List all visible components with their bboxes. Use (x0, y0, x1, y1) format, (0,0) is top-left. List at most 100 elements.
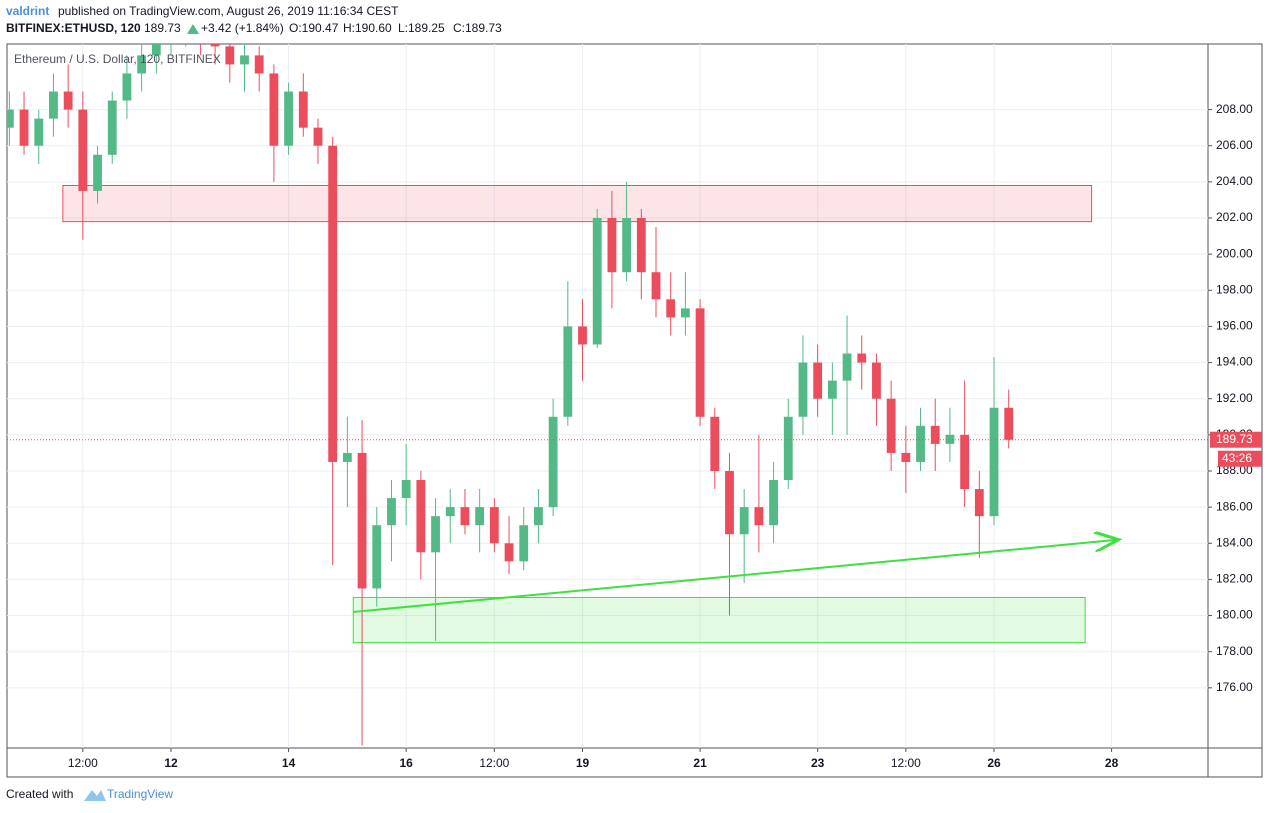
candle-body (387, 498, 396, 526)
up-arrow (187, 24, 199, 34)
y-tick-label: 186.00 (1216, 499, 1253, 513)
candle-body (63, 91, 73, 110)
candle-body (357, 452, 367, 589)
publisher[interactable]: valdrint (6, 4, 49, 18)
candle-body (431, 516, 440, 553)
y-tick-label: 176.00 (1216, 680, 1253, 694)
candle-body (137, 55, 147, 74)
candle-body (122, 73, 132, 101)
price-label-box (1210, 431, 1262, 448)
candle-body (504, 543, 514, 562)
logo[interactable] (84, 790, 106, 801)
candle-body (445, 507, 455, 517)
x-tick-label: 12:00 (479, 756, 509, 770)
resistance-zone (62, 184, 1093, 223)
candle-body (827, 380, 837, 399)
candle-body (284, 91, 293, 146)
candle-body (460, 507, 470, 526)
candle-body (960, 434, 970, 490)
x-tick-label: 21 (693, 756, 707, 770)
low: L:189.25 (398, 21, 445, 35)
candle-body (313, 127, 323, 146)
x-tick-label: 28 (1105, 756, 1119, 770)
candle-body (181, 19, 190, 28)
x-tick-label: 19 (576, 756, 590, 770)
candle-body (974, 489, 984, 517)
candle-body (769, 480, 778, 526)
candle-body (930, 425, 940, 444)
candle-body (489, 507, 499, 544)
x-tick-label: 14 (282, 756, 296, 770)
y-tick-label: 206.00 (1216, 138, 1253, 152)
y-tick-label: 182.00 (1216, 572, 1253, 586)
candle-body (298, 91, 308, 128)
candle-body (989, 407, 999, 517)
candle-body (107, 100, 117, 155)
last: 189.73 (144, 21, 181, 35)
candle-body (651, 272, 661, 300)
candle-body (548, 416, 558, 508)
candle-body (563, 326, 573, 417)
close: C:189.73 (453, 21, 502, 35)
candle-body (34, 118, 44, 146)
candle-body (636, 218, 646, 273)
change: +3.42 (+1.84%) (201, 21, 284, 35)
chart-title: Ethereum / U.S. Dollar, 120, BITFINEX (14, 52, 221, 66)
candle-body (680, 308, 690, 318)
candle-body (916, 425, 925, 462)
candle-body (901, 452, 911, 462)
symbol: BITFINEX:ETHUSD, 120 (6, 21, 141, 35)
candle-body (798, 362, 808, 417)
trendline (353, 540, 1118, 613)
candle-body (254, 55, 264, 74)
candle-body (240, 55, 249, 65)
candle-body (578, 326, 587, 345)
candle-body (872, 362, 881, 399)
candle-body (534, 507, 543, 526)
y-tick-label: 202.00 (1216, 210, 1253, 224)
candle-body (78, 109, 88, 191)
candle-body (7, 109, 14, 128)
candle-body (93, 154, 102, 191)
y-tick-label: 204.00 (1216, 174, 1253, 188)
open: O:190.47 (289, 21, 339, 35)
candle-body (666, 299, 676, 318)
y-tick-label: 178.00 (1216, 644, 1253, 658)
y-tick-label: 196.00 (1216, 319, 1253, 333)
x-tick-label: 16 (399, 756, 413, 770)
candle-body (416, 480, 426, 553)
candle-body (1004, 407, 1014, 440)
x-tick-label: 12:00 (68, 756, 98, 770)
candle-body (328, 145, 338, 462)
high: H:190.60 (343, 21, 392, 35)
countdown-box (1218, 450, 1262, 467)
brand[interactable]: TradingView (107, 787, 173, 801)
candle-body (886, 398, 896, 453)
frame (6, 43, 1263, 778)
candle-body (695, 308, 705, 417)
x-tick-label: 12:00 (891, 756, 921, 770)
y-tick-label: 198.00 (1216, 282, 1253, 296)
support-zone (352, 596, 1086, 644)
candle-body (857, 353, 867, 363)
candle-body (813, 362, 823, 399)
candle-body (622, 218, 632, 273)
x-tick-label: 23 (811, 756, 825, 770)
candle-body (225, 46, 235, 65)
candle-body (519, 525, 529, 562)
candle-body (739, 507, 749, 535)
candle-body (269, 73, 279, 146)
candle-body (210, 44, 220, 47)
countdown: 43:26 (1222, 451, 1252, 465)
y-tick-label: 200.00 (1216, 246, 1253, 260)
price-label: 189.73 (1216, 432, 1253, 446)
candle-body (592, 218, 602, 345)
x-tick-label: 26 (987, 756, 1001, 770)
y-tick-label: 192.00 (1216, 391, 1253, 405)
created-with: Created with (6, 787, 73, 801)
candle-body (19, 109, 29, 146)
candle-body (401, 480, 411, 499)
y-tick-label: 184.00 (1216, 535, 1253, 549)
candle-body (725, 470, 734, 535)
